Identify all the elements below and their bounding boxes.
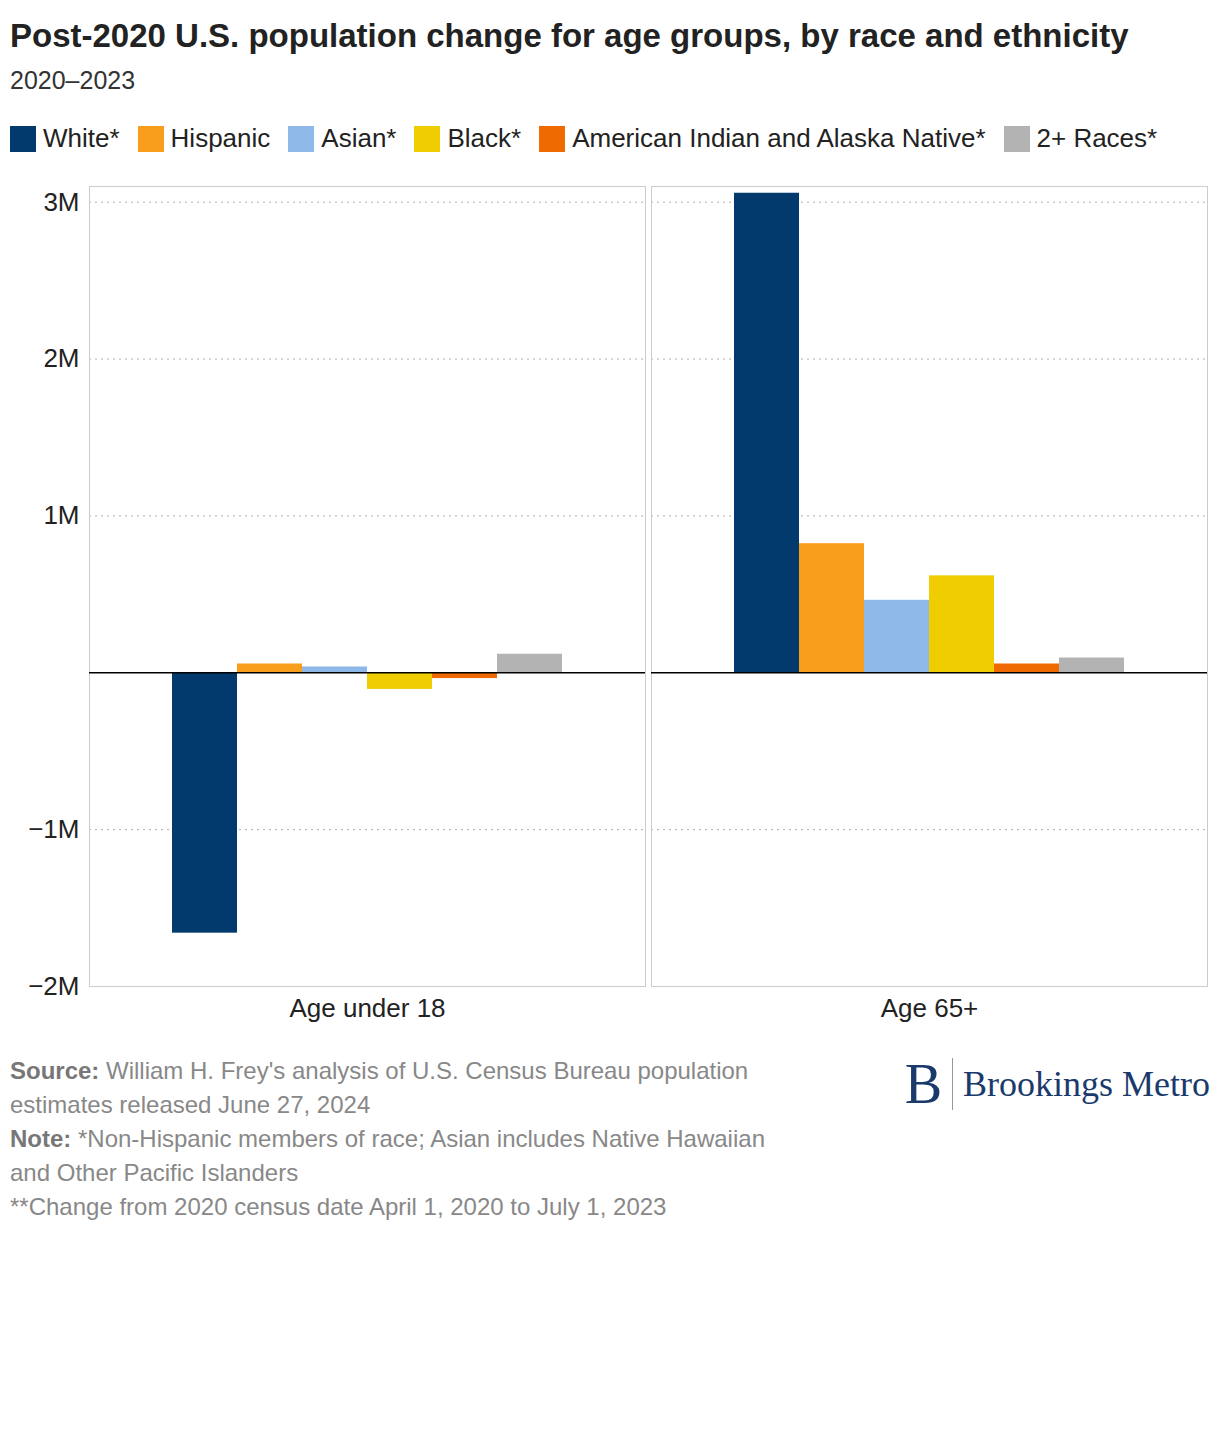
html-text:**Change from 2020 census date: **Change from 2020 census date April 1, … (10, 1193, 667, 1220)
html-text:Hispanic: Hispanic (170, 123, 271, 153)
html-text:Source: William H. Frey's anal: Source: William H. Frey's analysis of U.… (10, 1057, 749, 1118)
html-text:2+ Races*: 2+ Races* (1036, 123, 1158, 153)
html-text:2020–2023: 2020–2023 (10, 66, 136, 94)
svg-text:Age under 18: Age under 18 (289, 993, 445, 1023)
svg-text:Age 65+: Age 65+ (881, 993, 979, 1023)
svg-text:1M: 1M (43, 500, 79, 530)
svg-text:2M: 2M (43, 343, 79, 373)
svg-text:3M: 3M (43, 187, 79, 217)
html-text:American Indian and Alaska Nat: American Indian and Alaska Native* (572, 123, 986, 153)
html-text:White*: White* (43, 123, 120, 153)
html-text:B: B (904, 1053, 942, 1115)
html-text:Post-2020 U.S. population chan: Post-2020 U.S. population change for age… (10, 17, 1129, 54)
html-text:Asian*: Asian* (321, 123, 397, 153)
html-text:Black*: Black* (447, 123, 522, 153)
html-text:Note: *Non-Hispanic members of: Note: *Non-Hispanic members of race; Asi… (10, 1125, 765, 1186)
svg-text:−2M: −2M (28, 971, 79, 1001)
svg-text:−1M: −1M (28, 814, 79, 844)
html-text:Brookings Metro: Brookings Metro (963, 1064, 1210, 1104)
